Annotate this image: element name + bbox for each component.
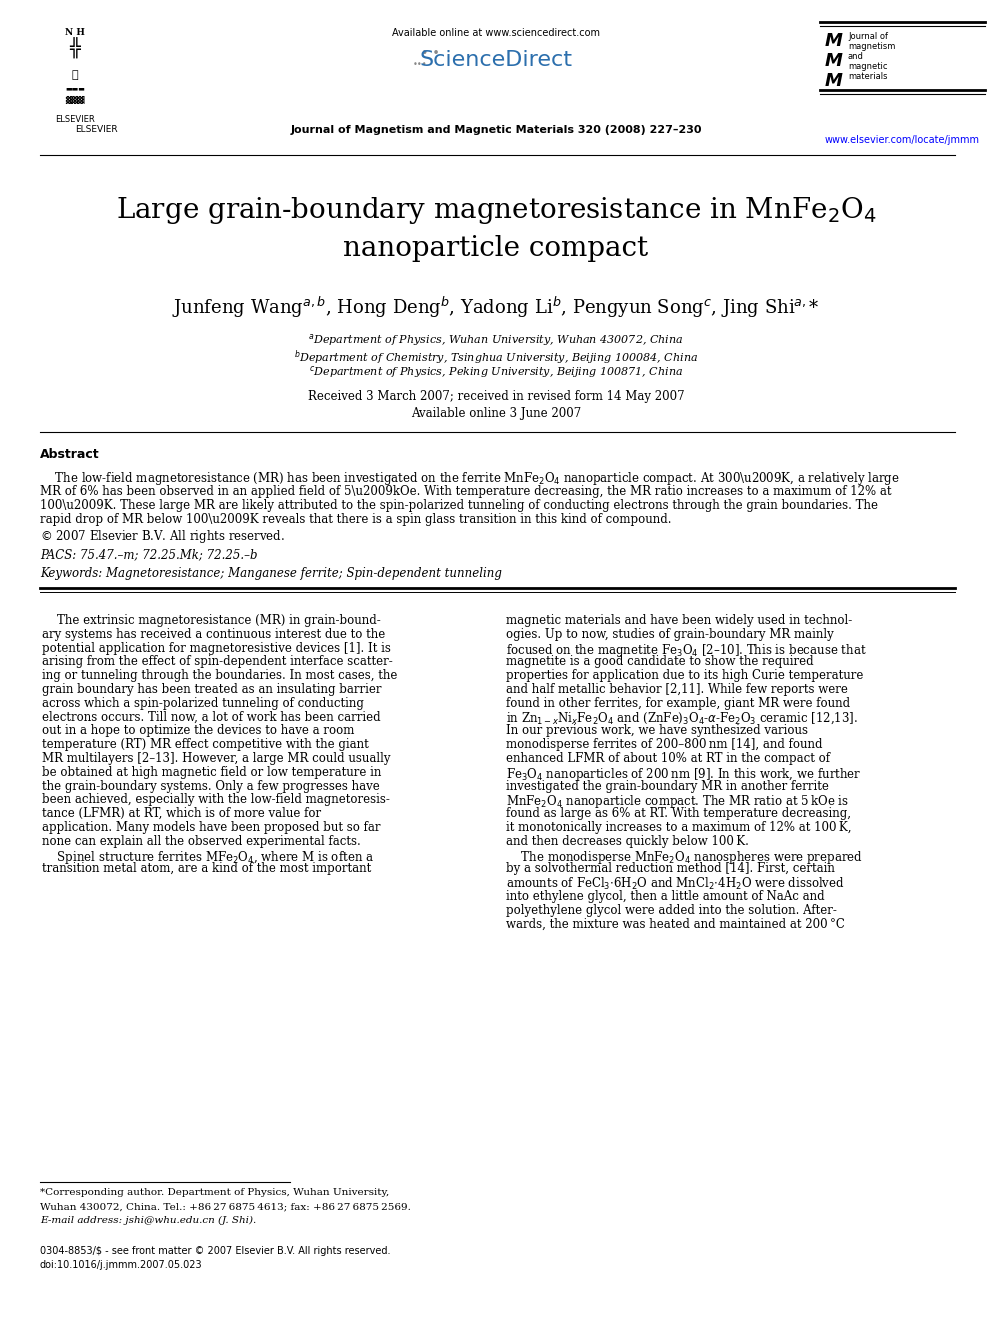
Text: •••: ••• [413, 60, 428, 69]
Text: The monodisperse MnFe$_2$O$_4$ nanospheres were prepared: The monodisperse MnFe$_2$O$_4$ nanospher… [506, 848, 863, 865]
Text: Journal of: Journal of [848, 32, 888, 41]
Text: rapid drop of MR below 100\u2009K reveals that there is a spin glass transition : rapid drop of MR below 100\u2009K reveal… [40, 513, 672, 527]
Text: Journal of Magnetism and Magnetic Materials 320 (2008) 227–230: Journal of Magnetism and Magnetic Materi… [291, 124, 701, 135]
Text: monodisperse ferrites of 200–800 nm [14], and found: monodisperse ferrites of 200–800 nm [14]… [506, 738, 822, 751]
Text: Large grain-boundary magnetoresistance in MnFe$_2$O$_4$: Large grain-boundary magnetoresistance i… [116, 194, 876, 226]
Text: E-mail address: jshi@whu.edu.cn (J. Shi).: E-mail address: jshi@whu.edu.cn (J. Shi)… [40, 1216, 256, 1225]
Text: M: M [825, 52, 843, 70]
Text: and then decreases quickly below 100 K.: and then decreases quickly below 100 K. [506, 835, 749, 848]
Text: $\copyright$ 2007 Elsevier B.V. All rights reserved.: $\copyright$ 2007 Elsevier B.V. All righ… [40, 528, 285, 545]
Text: application. Many models have been proposed but so far: application. Many models have been propo… [42, 822, 381, 833]
Text: Abstract: Abstract [40, 448, 99, 460]
Text: found in other ferrites, for example, giant MR were found: found in other ferrites, for example, gi… [506, 697, 850, 710]
Text: ╬: ╬ [69, 38, 80, 60]
Text: ary systems has received a continuous interest due to the: ary systems has received a continuous in… [42, 628, 385, 640]
Text: out in a hope to optimize the devices to have a room: out in a hope to optimize the devices to… [42, 725, 354, 737]
Text: ogies. Up to now, studies of grain-boundary MR mainly: ogies. Up to now, studies of grain-bound… [506, 628, 833, 640]
Text: ing or tunneling through the boundaries. In most cases, the: ing or tunneling through the boundaries.… [42, 669, 398, 683]
Text: and: and [848, 52, 864, 61]
Text: $^a$Department of Physics, Wuhan University, Wuhan 430072, China: $^a$Department of Physics, Wuhan Univers… [309, 332, 683, 348]
Text: magnetic materials and have been widely used in technol-: magnetic materials and have been widely … [506, 614, 852, 627]
Text: PACS: 75.47.–m; 72.25.Mk; 72.25.–b: PACS: 75.47.–m; 72.25.Mk; 72.25.–b [40, 548, 258, 561]
Text: Keywords: Magnetoresistance; Manganese ferrite; Spin-dependent tunneling: Keywords: Magnetoresistance; Manganese f… [40, 568, 502, 579]
Text: Available online at www.sciencedirect.com: Available online at www.sciencedirect.co… [392, 28, 600, 38]
Text: properties for application due to its high Curie temperature: properties for application due to its hi… [506, 669, 863, 683]
Text: doi:10.1016/j.jmmm.2007.05.023: doi:10.1016/j.jmmm.2007.05.023 [40, 1259, 202, 1270]
Text: In our previous work, we have synthesized various: In our previous work, we have synthesize… [506, 725, 808, 737]
Text: grain boundary has been treated as an insulating barrier: grain boundary has been treated as an in… [42, 683, 382, 696]
Text: transition metal atom, are a kind of the most important: transition metal atom, are a kind of the… [42, 863, 371, 876]
Text: MnFe$_2$O$_4$ nanoparticle compact. The MR ratio at 5 kOe is: MnFe$_2$O$_4$ nanoparticle compact. The … [506, 794, 849, 811]
Text: by a solvothermal reduction method [14]. First, certain: by a solvothermal reduction method [14].… [506, 863, 835, 876]
Text: 100\u2009K. These large MR are likely attributed to the spin-polarized tunneling: 100\u2009K. These large MR are likely at… [40, 499, 878, 512]
Text: The extrinsic magnetoresistance (MR) in grain-bound-: The extrinsic magnetoresistance (MR) in … [42, 614, 381, 627]
Text: $^b$Department of Chemistry, Tsinghua University, Beijing 100084, China: $^b$Department of Chemistry, Tsinghua Un… [294, 348, 698, 366]
Text: nanoparticle compact: nanoparticle compact [343, 235, 649, 262]
Text: polyethylene glycol were added into the solution. After-: polyethylene glycol were added into the … [506, 904, 837, 917]
Text: MR of 6% has been observed in an applied field of 5\u2009kOe. With temperature d: MR of 6% has been observed in an applied… [40, 484, 892, 497]
Text: tance (LFMR) at RT, which is of more value for: tance (LFMR) at RT, which is of more val… [42, 807, 321, 820]
Text: Fe$_3$O$_4$ nanoparticles of 200 nm [9]. In this work, we further: Fe$_3$O$_4$ nanoparticles of 200 nm [9].… [506, 766, 861, 783]
Text: the grain-boundary systems. Only a few progresses have: the grain-boundary systems. Only a few p… [42, 779, 380, 792]
Text: be obtained at high magnetic field or low temperature in: be obtained at high magnetic field or lo… [42, 766, 381, 779]
Text: Available online 3 June 2007: Available online 3 June 2007 [411, 407, 581, 419]
Text: $^c$Department of Physics, Peking University, Beijing 100871, China: $^c$Department of Physics, Peking Univer… [309, 364, 683, 380]
Text: wards, the mixture was heated and maintained at 200 °C: wards, the mixture was heated and mainta… [506, 918, 845, 930]
Text: Junfeng Wang$^{a,b}$, Hong Deng$^b$, Yadong Li$^b$, Pengyun Song$^c$, Jing Shi$^: Junfeng Wang$^{a,b}$, Hong Deng$^b$, Yad… [173, 295, 819, 320]
Text: ELSEVIER: ELSEVIER [56, 115, 95, 124]
Text: ⬛: ⬛ [71, 70, 78, 79]
Text: materials: materials [848, 71, 888, 81]
Text: electrons occurs. Till now, a lot of work has been carried: electrons occurs. Till now, a lot of wor… [42, 710, 381, 724]
Text: amounts of FeCl$_3$$\cdot$6H$_2$O and MnCl$_2$$\cdot$4H$_2$O were dissolved: amounts of FeCl$_3$$\cdot$6H$_2$O and Mn… [506, 876, 845, 892]
Text: Received 3 March 2007; received in revised form 14 May 2007: Received 3 March 2007; received in revis… [308, 390, 684, 404]
Text: • •: • • [421, 48, 439, 60]
Text: ELSEVIER: ELSEVIER [75, 124, 118, 134]
Text: been achieved, especially with the low-field magnetoresis-: been achieved, especially with the low-f… [42, 794, 390, 807]
Text: focused on the magnetite Fe$_3$O$_4$ [2–10]. This is because that: focused on the magnetite Fe$_3$O$_4$ [2–… [506, 642, 867, 659]
Text: and half metallic behavior [2,11]. While few reports were: and half metallic behavior [2,11]. While… [506, 683, 848, 696]
Text: enhanced LFMR of about 10% at RT in the compact of: enhanced LFMR of about 10% at RT in the … [506, 751, 830, 765]
Text: in Zn$_{1-x}$Ni$_x$Fe$_2$O$_4$ and (ZnFe)$_3$O$_4$-$\alpha$-Fe$_2$O$_3$ ceramic : in Zn$_{1-x}$Ni$_x$Fe$_2$O$_4$ and (ZnFe… [506, 710, 858, 726]
Text: N H: N H [65, 28, 85, 37]
Text: magnetism: magnetism [848, 42, 896, 52]
Text: ▓▓▓: ▓▓▓ [65, 95, 84, 105]
Text: across which a spin-polarized tunneling of conducting: across which a spin-polarized tunneling … [42, 697, 364, 710]
Text: none can explain all the observed experimental facts.: none can explain all the observed experi… [42, 835, 361, 848]
Text: M: M [825, 71, 843, 90]
Text: Spinel structure ferrites MFe$_2$O$_4$, where M is often a: Spinel structure ferrites MFe$_2$O$_4$, … [42, 848, 374, 865]
Text: www.elsevier.com/locate/jmmm: www.elsevier.com/locate/jmmm [825, 135, 980, 146]
Text: magnetite is a good candidate to show the required: magnetite is a good candidate to show th… [506, 655, 813, 668]
Text: investigated the grain-boundary MR in another ferrite: investigated the grain-boundary MR in an… [506, 779, 829, 792]
Text: M: M [825, 32, 843, 50]
Text: it monotonically increases to a maximum of 12% at 100 K,: it monotonically increases to a maximum … [506, 822, 851, 833]
Text: ScienceDirect: ScienceDirect [420, 50, 572, 70]
Text: 0304-8853/$ - see front matter © 2007 Elsevier B.V. All rights reserved.: 0304-8853/$ - see front matter © 2007 El… [40, 1246, 391, 1256]
Text: Wuhan 430072, China. Tel.: +86 27 6875 4613; fax: +86 27 6875 2569.: Wuhan 430072, China. Tel.: +86 27 6875 4… [40, 1203, 411, 1211]
Text: MR multilayers [2–13]. However, a large MR could usually: MR multilayers [2–13]. However, a large … [42, 751, 391, 765]
Text: ▬▬▬: ▬▬▬ [65, 85, 85, 91]
Text: arising from the effect of spin-dependent interface scatter-: arising from the effect of spin-dependen… [42, 655, 393, 668]
Text: into ethylene glycol, then a little amount of NaAc and: into ethylene glycol, then a little amou… [506, 890, 824, 904]
Text: temperature (RT) MR effect competitive with the giant: temperature (RT) MR effect competitive w… [42, 738, 369, 751]
Text: The low-field magnetoresistance (MR) has been investigated on the ferrite MnFe$_: The low-field magnetoresistance (MR) has… [40, 470, 900, 487]
Text: *Corresponding author. Department of Physics, Wuhan University,: *Corresponding author. Department of Phy… [40, 1188, 389, 1197]
Text: potential application for magnetoresistive devices [1]. It is: potential application for magnetoresisti… [42, 642, 391, 655]
Text: found as large as 6% at RT. With temperature decreasing,: found as large as 6% at RT. With tempera… [506, 807, 851, 820]
Text: magnetic: magnetic [848, 62, 888, 71]
